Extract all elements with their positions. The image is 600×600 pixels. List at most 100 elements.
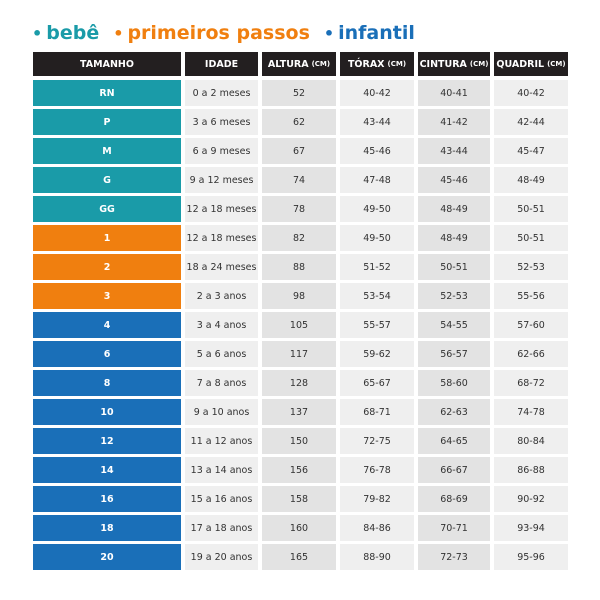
table-cell: 86-88 xyxy=(494,457,568,483)
table-cell: 15 a 16 anos xyxy=(185,486,258,512)
table-cell: 17 a 18 anos xyxy=(185,515,258,541)
table-cell: 66-67 xyxy=(418,457,490,483)
table-cell: 70-71 xyxy=(418,515,490,541)
table-cell: 12 a 18 meses xyxy=(185,225,258,251)
header-label: TÓRAX xyxy=(347,58,385,70)
table-cell: 160 xyxy=(262,515,336,541)
size-cell: 16 xyxy=(33,486,181,512)
table-cell: 68-69 xyxy=(418,486,490,512)
table-cell: 59-62 xyxy=(340,341,414,367)
table-cell: 43-44 xyxy=(418,138,490,164)
table-cell: 62-63 xyxy=(418,399,490,425)
table-cell: 98 xyxy=(262,283,336,309)
legend-item: • infantil xyxy=(324,22,415,44)
header-unit: (CM) xyxy=(469,60,489,68)
header-cell: ALTURA (CM) xyxy=(262,52,336,76)
table-cell: 74-78 xyxy=(494,399,568,425)
table-cell: 50-51 xyxy=(494,225,568,251)
size-cell: 3 xyxy=(33,283,181,309)
legend-item: • primeiros passos xyxy=(113,22,310,44)
size-cell: RN xyxy=(33,80,181,106)
table-cell: 105 xyxy=(262,312,336,338)
table-cell: 80-84 xyxy=(494,428,568,454)
table-cell: 12 a 18 meses xyxy=(185,196,258,222)
size-cell: G xyxy=(33,167,181,193)
size-cell: 12 xyxy=(33,428,181,454)
header-label: CINTURA xyxy=(419,58,467,70)
table-cell: 65-67 xyxy=(340,370,414,396)
table-cell: 84-86 xyxy=(340,515,414,541)
table-cell: 150 xyxy=(262,428,336,454)
table-cell: 64-65 xyxy=(418,428,490,454)
table-cell: 56-57 xyxy=(418,341,490,367)
table-cell: 45-46 xyxy=(340,138,414,164)
legend-item: • bebê xyxy=(32,22,99,44)
table-cell: 128 xyxy=(262,370,336,396)
bullet: • xyxy=(323,24,335,43)
table-cell: 62-66 xyxy=(494,341,568,367)
table-cell: 78 xyxy=(262,196,336,222)
size-cell: 6 xyxy=(33,341,181,367)
header-label: QUADRIL xyxy=(496,58,545,70)
table-cell: 72-75 xyxy=(340,428,414,454)
table-cell: 2 a 3 anos xyxy=(185,283,258,309)
table-cell: 93-94 xyxy=(494,515,568,541)
size-cell: GG xyxy=(33,196,181,222)
table-cell: 48-49 xyxy=(494,167,568,193)
size-cell: 20 xyxy=(33,544,181,570)
table-cell: 55-56 xyxy=(494,283,568,309)
size-cell: 8 xyxy=(33,370,181,396)
header-cell: IDADE xyxy=(185,52,258,76)
header-unit: (CM) xyxy=(547,60,566,68)
size-cell: 18 xyxy=(33,515,181,541)
table-cell: 76-78 xyxy=(340,457,414,483)
table-cell: 49-50 xyxy=(340,196,414,222)
size-cell: 4 xyxy=(33,312,181,338)
header-cell: TAMANHO xyxy=(33,52,181,76)
table-cell: 68-72 xyxy=(494,370,568,396)
table-cell: 19 a 20 anos xyxy=(185,544,258,570)
table-cell: 79-82 xyxy=(340,486,414,512)
bullet: • xyxy=(113,24,124,43)
size-cell: 2 xyxy=(33,254,181,280)
table-cell: 50-51 xyxy=(494,196,568,222)
table-cell: 40-41 xyxy=(418,80,490,106)
table-cell: 45-47 xyxy=(494,138,568,164)
size-cell: 14 xyxy=(33,457,181,483)
table-cell: 117 xyxy=(262,341,336,367)
table-cell: 0 a 2 meses xyxy=(185,80,258,106)
table-cell: 18 a 24 meses xyxy=(185,254,258,280)
header-unit: (CM) xyxy=(311,60,331,68)
table-cell: 52-53 xyxy=(418,283,490,309)
table-cell: 88 xyxy=(262,254,336,280)
size-cell: 10 xyxy=(33,399,181,425)
table-cell: 57-60 xyxy=(494,312,568,338)
table-cell: 5 a 6 anos xyxy=(185,341,258,367)
header-label: ALTURA xyxy=(267,58,309,70)
table-cell: 40-42 xyxy=(340,80,414,106)
table-cell: 74 xyxy=(262,167,336,193)
table-cell: 95-96 xyxy=(494,544,568,570)
table-cell: 52-53 xyxy=(494,254,568,280)
table-cell: 51-52 xyxy=(340,254,414,280)
table-cell: 55-57 xyxy=(340,312,414,338)
table-cell: 52 xyxy=(262,80,336,106)
table-cell: 158 xyxy=(262,486,336,512)
table-cell: 156 xyxy=(262,457,336,483)
table-cell: 137 xyxy=(262,399,336,425)
table-cell: 67 xyxy=(262,138,336,164)
table-cell: 54-55 xyxy=(418,312,490,338)
table-cell: 58-60 xyxy=(418,370,490,396)
legend: • bebê • primeiros passos • infantil xyxy=(32,22,415,44)
size-cell: P xyxy=(33,109,181,135)
table-cell: 88-90 xyxy=(340,544,414,570)
table-cell: 3 a 6 meses xyxy=(185,109,258,135)
table-cell: 42-44 xyxy=(494,109,568,135)
legend-label: bebê xyxy=(46,22,100,44)
table-cell: 9 a 12 meses xyxy=(185,167,258,193)
legend-label: primeiros passos xyxy=(127,22,310,44)
header-cell: TÓRAX (CM) xyxy=(340,52,414,76)
table-cell: 48-49 xyxy=(418,225,490,251)
table-cell: 72-73 xyxy=(418,544,490,570)
